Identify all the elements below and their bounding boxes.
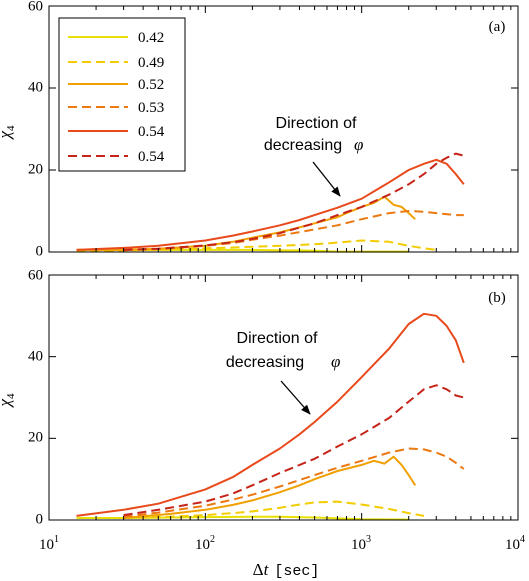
series-line-1 — [123, 500, 425, 519]
panel-b-annotation-line1: Direction of — [237, 330, 318, 347]
series-line-3 — [123, 447, 465, 518]
panel-a-ytick-label: 20 — [28, 161, 43, 177]
legend-label: 0.42 — [138, 30, 164, 46]
panel-a-ticks — [48, 5, 518, 253]
legend-label: 0.49 — [138, 55, 164, 71]
panel-a-phi-symbol: φ — [354, 135, 363, 154]
panel-b-ytick-label: 40 — [28, 348, 43, 364]
panel-b: 0 20 40 60 χ4 (b) 101 102 103 104 Δt[sec… — [0, 267, 525, 580]
panel-a-tag: (a) — [489, 19, 506, 35]
series-line-2 — [123, 455, 417, 519]
series-line-0 — [76, 515, 409, 521]
panel-b-phi-symbol: φ — [331, 352, 340, 371]
panel-b-ticks — [48, 274, 518, 521]
panel-a-frame — [48, 5, 519, 253]
panel-b-ytick-label: 60 — [28, 267, 43, 283]
xtick-label: 104 — [505, 534, 525, 553]
panel-a-annotation-line1: Direction of — [276, 115, 357, 132]
xtick-label: 102 — [195, 534, 215, 553]
panel-a-arrow — [312, 161, 341, 197]
panel-b-annotation: Direction of decreasing φ — [226, 330, 340, 415]
panel-a-annotation: Direction of decreasing φ — [264, 115, 363, 197]
panel-a-ylabel: χ4 — [0, 125, 17, 140]
xlabel: Δt [sec] — [253, 560, 320, 580]
series-line-5 — [123, 384, 465, 517]
series-line-4 — [76, 312, 465, 517]
panel-b-lines — [76, 312, 465, 521]
xtick-label: 101 — [39, 534, 59, 553]
panel-b-ytick-label: 0 — [36, 511, 44, 527]
legend-label: 0.54 — [138, 149, 165, 165]
panel-a-ytick-label: 60 — [28, 0, 43, 14]
series-line-5 — [123, 152, 465, 251]
panel-b-frame — [48, 274, 519, 521]
panel-a-annotation-line2: decreasing — [264, 137, 342, 154]
panel-a: 0 20 40 60 χ4 (a) 0.42 0.49 0.52 0.53 0.… — [0, 0, 519, 259]
legend: 0.42 0.49 0.52 0.53 0.54 0.54 — [58, 17, 186, 172]
series-line-1 — [76, 239, 437, 252]
panel-a-ytick-label: 40 — [28, 79, 43, 95]
panel-b-ylabel: χ4 — [0, 393, 17, 408]
panel-b-annotation-line2: decreasing — [226, 354, 304, 371]
series-line-4 — [76, 158, 465, 251]
panel-a-ytick-label: 0 — [36, 243, 44, 259]
panel-b-arrow — [280, 380, 311, 415]
legend-label: 0.52 — [138, 77, 164, 93]
panel-b-tag: (b) — [488, 290, 506, 306]
xtick-label: 103 — [351, 534, 371, 553]
panel-b-ytick-label: 20 — [28, 429, 43, 445]
legend-label: 0.53 — [138, 100, 164, 116]
legend-label: 0.54 — [138, 124, 165, 140]
legend-box — [58, 17, 186, 172]
